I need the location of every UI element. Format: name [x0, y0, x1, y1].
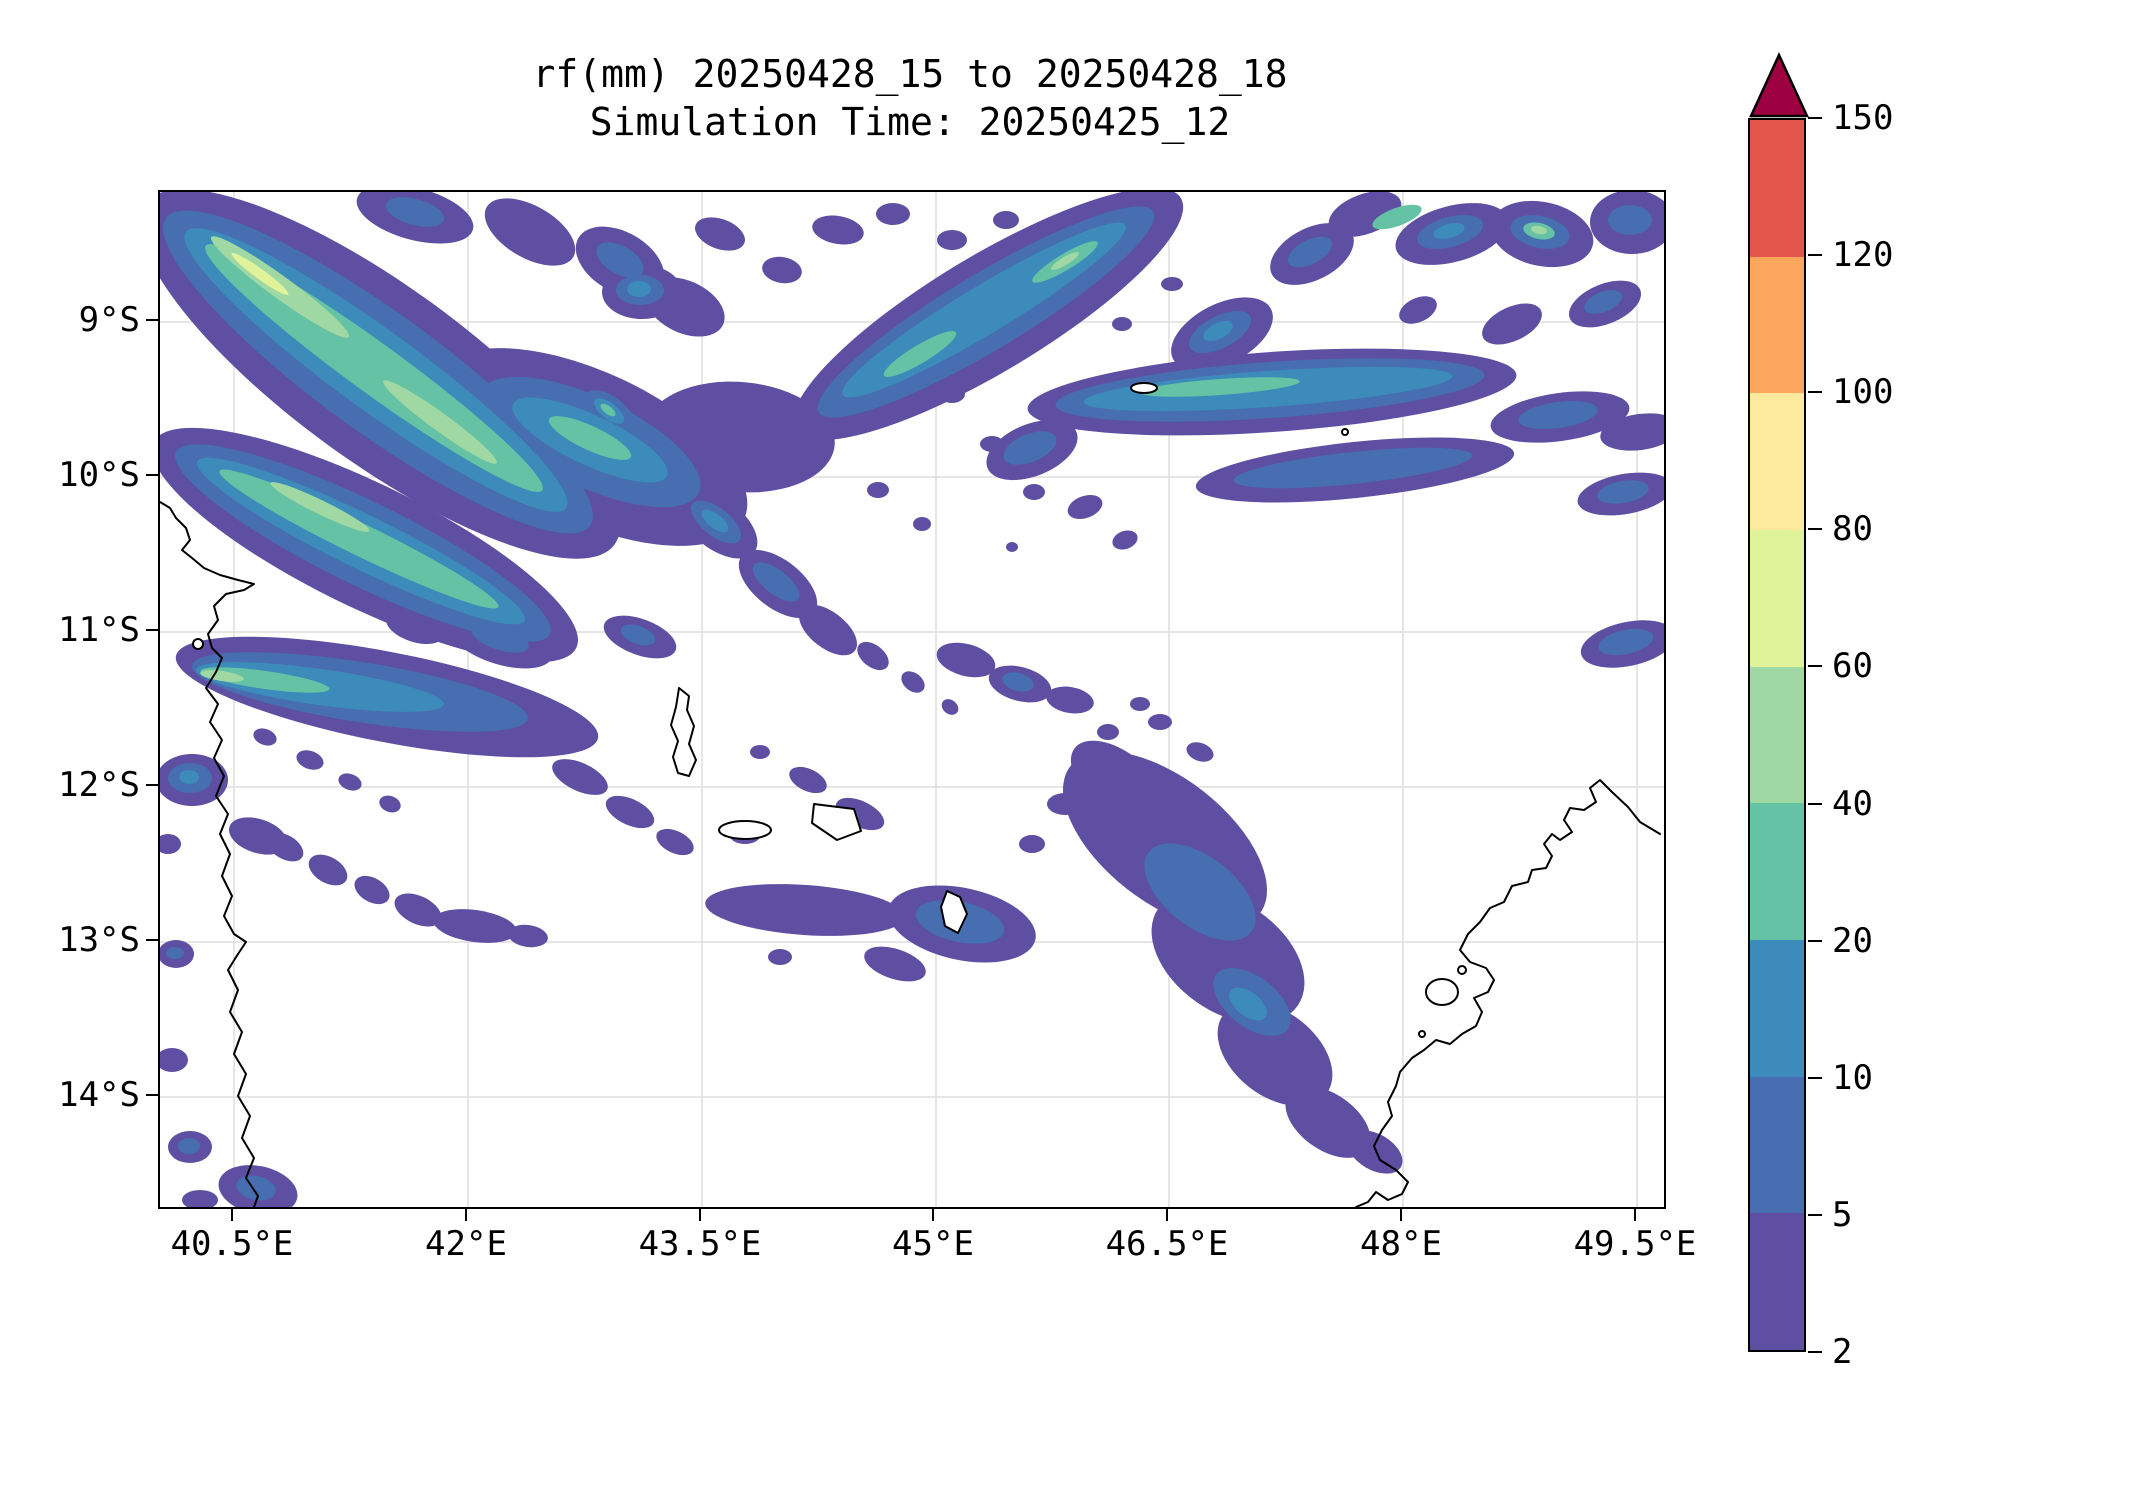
- colorbar-tick: [1808, 803, 1822, 805]
- colorbar-segment: [1750, 256, 1804, 394]
- colorbar-tick: [1808, 391, 1822, 393]
- y-tick-label: 13°S: [58, 920, 140, 960]
- colorbar: [1748, 118, 1806, 1352]
- colorbar-segment: [1750, 120, 1804, 257]
- x-tick-label: 42°E: [425, 1224, 507, 1264]
- map-canvas: [160, 192, 1664, 1207]
- colorbar-segment: [1750, 803, 1804, 941]
- colorbar-tick-label: 60: [1832, 646, 1873, 686]
- y-tick-mark: [146, 939, 160, 941]
- colorbar-tick-label: 80: [1832, 509, 1873, 549]
- colorbar-tick: [1808, 528, 1822, 530]
- y-tick-mark: [146, 1094, 160, 1096]
- colorbar-tick-label: 100: [1832, 372, 1894, 412]
- colorbar-segment: [1750, 530, 1804, 667]
- colorbar-segment: [1750, 393, 1804, 531]
- x-tick-label: 40.5°E: [170, 1224, 294, 1264]
- map-plot: [158, 190, 1666, 1209]
- x-tick-label: 46.5°E: [1105, 1224, 1229, 1264]
- colorbar-tick-label: 10: [1832, 1058, 1873, 1098]
- x-tick-label: 49.5°E: [1573, 1224, 1697, 1264]
- colorbar-segment: [1750, 666, 1804, 804]
- x-tick-mark: [1400, 1207, 1402, 1221]
- island-small-1: [1457, 965, 1467, 975]
- x-tick-label: 45°E: [892, 1224, 974, 1264]
- colorbar-extend-triangle: [1749, 52, 1809, 118]
- island-mayotte: [940, 890, 968, 934]
- colorbar-segment: [1750, 1213, 1804, 1351]
- colorbar-tick-label: 20: [1832, 921, 1873, 961]
- y-tick-mark: [146, 784, 160, 786]
- island-aldabra: [1130, 382, 1158, 394]
- island-grande-comore: [670, 687, 697, 777]
- y-tick-label: 14°S: [58, 1075, 140, 1115]
- colorbar-tick-label: 120: [1832, 235, 1894, 275]
- coastlines: [160, 382, 1661, 1207]
- coastline-madagascar: [1355, 779, 1661, 1207]
- y-tick-mark: [146, 629, 160, 631]
- island-moheli: [718, 820, 772, 840]
- x-tick-mark: [1166, 1207, 1168, 1221]
- x-tick-label: 43.5°E: [638, 1224, 762, 1264]
- y-tick-label: 12°S: [58, 765, 140, 805]
- coastline-africa: [160, 501, 259, 1207]
- colorbar-segment: [1750, 940, 1804, 1077]
- island-small-dot: [1341, 428, 1349, 436]
- island-small-3: [192, 638, 204, 650]
- x-tick-label: 48°E: [1360, 1224, 1442, 1264]
- colorbar-segment: [1750, 1076, 1804, 1214]
- figure-title: rf(mm) 20250428_15 to 20250428_18: [532, 52, 1288, 96]
- y-tick-label: 10°S: [58, 455, 140, 495]
- x-tick-mark: [231, 1207, 233, 1221]
- x-tick-mark: [465, 1207, 467, 1221]
- colorbar-tick: [1808, 254, 1822, 256]
- precip-level-60-80: [231, 253, 289, 295]
- figure-subtitle: Simulation Time: 20250425_12: [589, 100, 1231, 144]
- colorbar-tick-label: 150: [1832, 98, 1894, 138]
- colorbar-tick: [1808, 117, 1822, 119]
- island-small-2: [1418, 1030, 1426, 1038]
- colorbar-tick-label: 40: [1832, 784, 1873, 824]
- colorbar-tick: [1808, 665, 1822, 667]
- y-tick-mark: [146, 319, 160, 321]
- y-tick-label: 9°S: [78, 300, 140, 340]
- y-tick-label: 11°S: [58, 610, 140, 650]
- y-tick-mark: [146, 474, 160, 476]
- colorbar-tick-label: 2: [1832, 1332, 1853, 1372]
- colorbar-tick: [1808, 1214, 1822, 1216]
- colorbar-tick: [1808, 1351, 1822, 1353]
- island-nosy-be: [1425, 978, 1459, 1006]
- island-anjouan: [811, 803, 862, 841]
- x-tick-mark: [699, 1207, 701, 1221]
- x-tick-mark: [1634, 1207, 1636, 1221]
- x-tick-mark: [932, 1207, 934, 1221]
- colorbar-tick: [1808, 940, 1822, 942]
- colorbar-tick-label: 5: [1832, 1195, 1853, 1235]
- colorbar-tick: [1808, 1077, 1822, 1079]
